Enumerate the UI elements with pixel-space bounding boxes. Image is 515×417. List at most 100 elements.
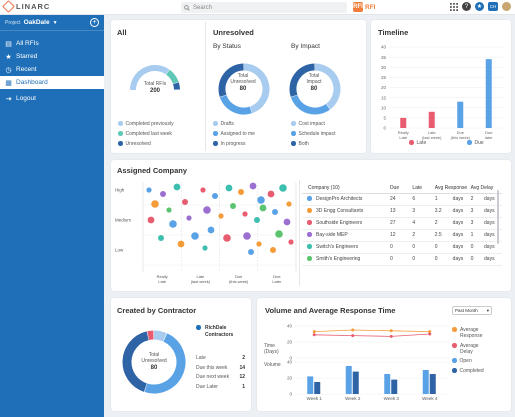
table-row[interactable]: DesignPro Architects 24 6 1 days 2 days	[302, 193, 502, 206]
grid-icon[interactable]	[450, 2, 458, 11]
y-axis-label: High	[115, 188, 125, 193]
by-impact-title: By Impact	[291, 43, 320, 50]
column-header[interactable]: Late	[412, 183, 435, 194]
y-axis-label: Low	[115, 248, 124, 253]
company-point	[200, 187, 206, 193]
timeline-bar	[485, 59, 492, 128]
company-point	[146, 187, 152, 193]
avatar[interactable]	[502, 2, 511, 11]
inbox-icon: ▤	[5, 40, 12, 48]
table-cell: days	[452, 205, 471, 218]
contractor-name: RichDale Contractors	[205, 325, 234, 338]
sidebar-item-all-rfis[interactable]: ▤ All RFIs	[0, 37, 104, 50]
line-point	[312, 333, 316, 337]
volume-legend-avg-response-label: Average Response	[460, 327, 483, 339]
company-point	[283, 218, 291, 226]
divider	[205, 22, 206, 151]
contractor-donut-slice	[153, 330, 167, 342]
table-cell: 0	[470, 241, 485, 254]
table-row[interactable]: 3D Engg Consultants 13 3 3.2 days 3 days	[302, 205, 502, 218]
table-cell: Southside Engineers	[316, 217, 390, 230]
project-selector[interactable]: Project OakDale ▼ +	[0, 15, 104, 31]
volume-legend-open: Open	[452, 358, 472, 364]
contractor-stat-label: Late	[196, 355, 206, 361]
sidebar-item-dashboard[interactable]: ▦ Dashboard	[0, 76, 104, 89]
impact-legend-1: Cost impact	[291, 121, 325, 127]
table-row[interactable]: Bay-side MEP 12 2 2.5 days 1 days	[302, 229, 502, 242]
company-point	[177, 240, 185, 248]
column-header[interactable]: Due	[389, 183, 413, 194]
sidebar-item-label: Recent	[16, 66, 37, 73]
x-tick-label: Late	[399, 135, 408, 140]
company-point	[256, 241, 262, 247]
y-tick-label: 0	[383, 126, 386, 131]
summary-donuts	[130, 63, 341, 115]
x-axis-label: (this week)	[229, 279, 249, 284]
volume-bar	[352, 371, 359, 394]
module-switcher[interactable]: RFI RFI	[353, 2, 375, 12]
sidebar-item-starred[interactable]: ★ Starred	[0, 50, 104, 63]
company-point	[202, 245, 208, 251]
x-tick-label: Due	[485, 130, 493, 135]
timeline-title: Timeline	[378, 28, 409, 37]
sidebar-item-recent[interactable]: ◷ Recent	[0, 63, 104, 76]
contractor-center-label-2: Unresolved	[141, 358, 167, 364]
unresolved-title: Unresolved	[213, 28, 254, 37]
period-select[interactable]: Past Month ▾	[452, 306, 492, 315]
table-cell: Switch's Engineers	[316, 241, 390, 254]
all-gauge-slice	[173, 82, 180, 90]
table-cell: days	[484, 253, 502, 266]
row-color-marker	[302, 217, 316, 230]
y-bottom-tick: 20	[287, 376, 293, 381]
table-cell: days	[452, 217, 471, 230]
company-point	[272, 209, 278, 215]
table-cell: 1	[470, 229, 485, 242]
volume-bar	[384, 374, 391, 394]
sidebar-item-logout[interactable]: ⇥ Logout	[0, 92, 104, 105]
all-total-value: 200	[149, 88, 160, 94]
contractor-donut-slice	[147, 330, 154, 341]
user-badge[interactable]: CH	[488, 2, 498, 11]
company-point	[207, 226, 215, 234]
all-legend-1: Completed previously	[118, 121, 174, 127]
line-point	[428, 330, 432, 334]
search-placeholder: Search	[193, 4, 213, 11]
contractor-center-label-1: Total	[148, 352, 160, 358]
dashboard-icon: ▦	[5, 79, 12, 87]
table-scrollbar[interactable]	[497, 190, 499, 244]
table-cell: days	[452, 229, 471, 242]
divider	[299, 180, 300, 286]
contractor-stat-label: Due this week	[196, 364, 228, 371]
table-row[interactable]: Smith's Engineering 0 0 0 days 0 days	[302, 253, 502, 266]
column-header[interactable]: Company (10)	[302, 183, 390, 194]
line-point	[351, 334, 355, 338]
impact-donut-slice	[289, 63, 315, 97]
company-point	[243, 232, 251, 240]
search-input[interactable]: Search	[181, 2, 347, 13]
company-point	[223, 234, 231, 242]
row-color-marker	[302, 193, 316, 206]
company-point	[279, 184, 287, 192]
column-header[interactable]: Avg Response	[434, 183, 471, 194]
contractor-stat-value: 12	[239, 374, 245, 380]
x-axis-label: Due	[235, 274, 243, 279]
column-header[interactable]: Avg Delay	[470, 183, 502, 194]
y-axis-label: Medium	[115, 218, 131, 223]
help-icon[interactable]: ?	[462, 2, 471, 11]
table-row[interactable]: Switch's Engineers 0 0 0 days 0 days	[302, 241, 502, 254]
company-point	[288, 239, 294, 245]
company-point	[186, 215, 192, 221]
volume-legend-completed: Completed	[452, 368, 484, 374]
sidebar: Project OakDale ▼ + ▤ All RFIs ★ Starred ◷ Re…	[0, 15, 104, 417]
brand-logo[interactable]: LINARC	[2, 0, 50, 13]
add-icon[interactable]: +	[90, 18, 99, 27]
x-tick-label: Week 2	[345, 396, 361, 401]
chevron-down-icon: ▼	[52, 19, 58, 26]
star-icon[interactable]: ★	[475, 2, 484, 11]
logo-icon	[2, 0, 15, 13]
table-row[interactable]: Southside Engineers 27 4 2 days 3 days	[302, 217, 502, 230]
table-cell: Smith's Engineering	[316, 253, 390, 266]
contractor-stat-value: 1	[242, 383, 245, 390]
company-point	[218, 213, 224, 219]
